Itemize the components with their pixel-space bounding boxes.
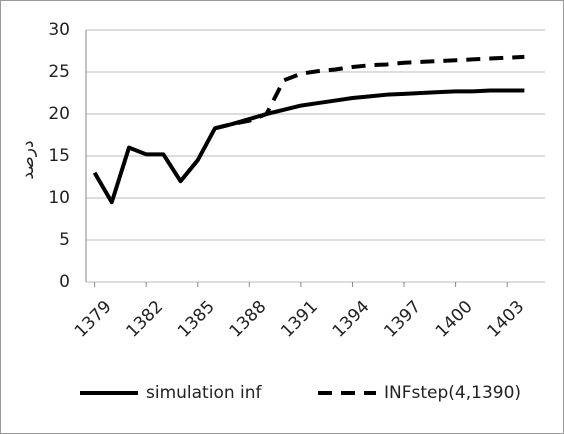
y-tick-label: 0 (59, 272, 70, 292)
series-line (214, 54, 525, 131)
y-tick-label: 15 (48, 146, 70, 166)
y-tick-label: 30 (48, 20, 70, 40)
y-tick-label: 25 (48, 62, 70, 82)
y-tick-label: 20 (48, 104, 70, 124)
y-tick-label: 5 (59, 230, 70, 250)
legend-label: simulation inf (146, 383, 263, 403)
y-tick-label: 10 (48, 188, 70, 208)
y-axis-label: درصد (18, 140, 38, 179)
series-line (92, 88, 525, 205)
legend-label: INFstep(4,1390) (384, 383, 521, 403)
